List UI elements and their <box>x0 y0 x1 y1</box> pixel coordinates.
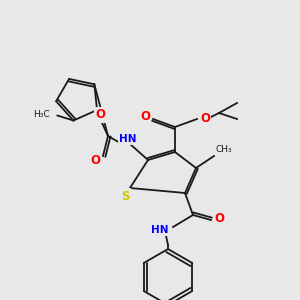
Text: H₃C: H₃C <box>33 110 50 119</box>
Text: O: O <box>214 212 224 226</box>
Text: O: O <box>95 109 105 122</box>
Text: O: O <box>140 110 150 124</box>
Text: HN: HN <box>151 225 168 235</box>
Text: O: O <box>200 112 210 125</box>
Text: HN: HN <box>119 134 137 144</box>
Text: S: S <box>121 190 129 202</box>
Text: O: O <box>90 154 100 166</box>
Text: CH₃: CH₃ <box>216 145 232 154</box>
